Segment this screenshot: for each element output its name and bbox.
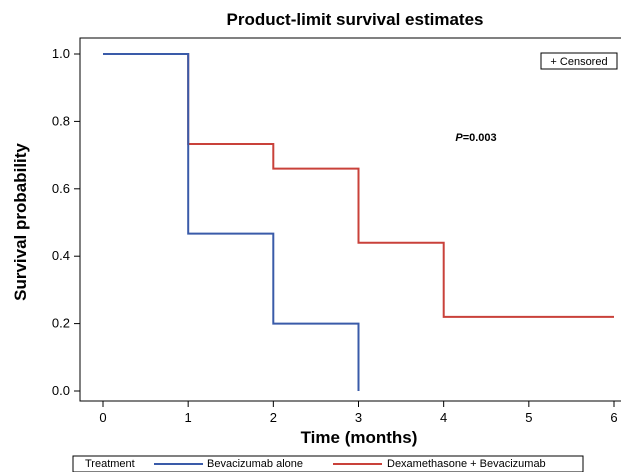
legend-label-dexamethasone-bevacizumab: Dexamethasone + Bevacizumab [387, 458, 546, 470]
censored-legend: + Censored [540, 52, 618, 70]
x-axis: 0 1 2 3 4 5 6 [99, 401, 618, 425]
chart-title: Product-limit survival estimates [227, 10, 484, 29]
y-tick-label: 0.0 [52, 383, 70, 398]
censored-legend-box [540, 52, 618, 70]
y-tick-label: 0.4 [52, 248, 70, 263]
y-tick-label: 0.2 [52, 316, 70, 331]
series-layer [103, 53, 614, 391]
plot-frame [79, 37, 621, 402]
x-tick-label: 2 [270, 410, 277, 425]
y-axis-title: Survival probability [11, 143, 30, 301]
y-tick-label: 0.8 [52, 113, 70, 128]
p-value-number: =0.003 [463, 132, 497, 144]
x-tick-label: 4 [440, 410, 447, 425]
x-tick-label: 5 [525, 410, 532, 425]
y-tick-label: 1.0 [52, 46, 70, 61]
y-tick-label: 0.6 [52, 181, 70, 196]
legend-title: Treatment [85, 458, 135, 470]
survival-curve-bevacizumab [103, 53, 360, 391]
x-axis-title: Time (months) [301, 428, 418, 447]
x-tick-label: 1 [185, 410, 192, 425]
survival-curve-dexamethasone-bevacizumab [103, 53, 614, 318]
x-tick-label: 3 [355, 410, 362, 425]
legend-label-bevacizumab: Bevacizumab alone [207, 458, 303, 470]
x-tick-label: 6 [610, 410, 617, 425]
x-tick-label: 0 [99, 410, 106, 425]
p-value-symbol: P [455, 132, 463, 144]
legend-box [72, 455, 584, 472]
y-axis: 0.0 0.2 0.4 0.6 0.8 1.0 [52, 46, 80, 398]
censored-legend-label: + Censored [550, 56, 607, 68]
p-value-annotation: P=0.003 [455, 132, 496, 144]
legend: Treatment Bevacizumab alone Dexamethason… [72, 455, 584, 472]
